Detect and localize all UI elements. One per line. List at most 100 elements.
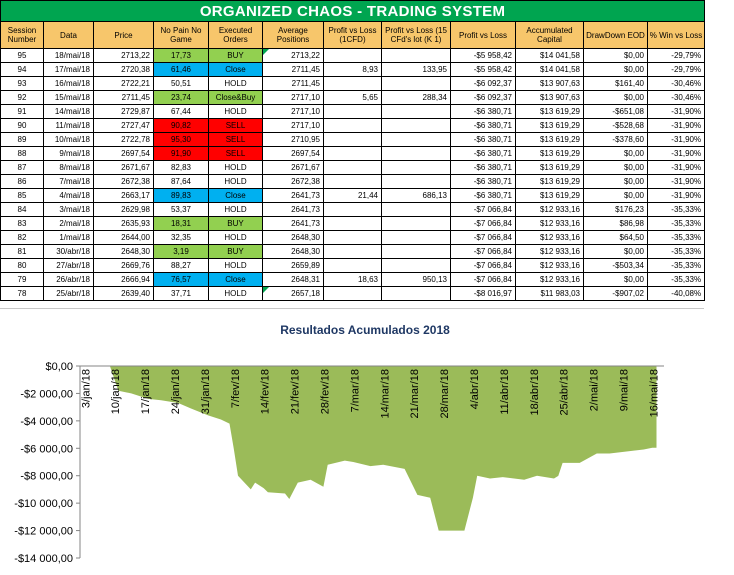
date-cell[interactable]: 14/mai/18 <box>43 104 94 119</box>
npng-cell[interactable]: 88,27 <box>153 258 209 273</box>
pvl1-cell[interactable] <box>323 286 382 301</box>
drawdown-cell[interactable]: $86,98 <box>583 216 648 231</box>
avg-position-cell[interactable]: 2711,45 <box>262 62 324 77</box>
price-cell[interactable]: 2669,76 <box>93 258 154 273</box>
npng-cell[interactable]: 32,35 <box>153 230 209 245</box>
avg-position-cell[interactable]: 2641,73 <box>262 202 324 217</box>
pvl1-cell[interactable] <box>323 244 382 259</box>
pvl-cell[interactable]: -$6 380,71 <box>450 160 516 175</box>
capital-cell[interactable]: $12 933,16 <box>515 272 584 287</box>
price-cell[interactable]: 2644,00 <box>93 230 154 245</box>
drawdown-cell[interactable]: $0,00 <box>583 272 648 287</box>
pct-cell[interactable]: -35,33% <box>646 258 706 273</box>
date-cell[interactable]: 27/abr/18 <box>43 258 94 273</box>
drawdown-cell[interactable]: -$651,08 <box>583 104 648 119</box>
pvl1-cell[interactable] <box>323 174 382 189</box>
price-cell[interactable]: 2648,30 <box>93 244 154 259</box>
pvl15-cell[interactable] <box>381 244 451 259</box>
session-cell[interactable]: 85 <box>0 188 44 203</box>
pvl1-cell[interactable]: 18,63 <box>323 272 382 287</box>
capital-cell[interactable]: $13 907,63 <box>515 90 584 105</box>
session-cell[interactable]: 79 <box>0 272 44 287</box>
session-cell[interactable]: 92 <box>0 90 44 105</box>
date-cell[interactable]: 1/mai/18 <box>43 230 94 245</box>
capital-cell[interactable]: $13 619,29 <box>515 146 584 161</box>
price-cell[interactable]: 2711,45 <box>93 90 154 105</box>
order-cell[interactable]: Close <box>208 62 263 77</box>
session-cell[interactable]: 86 <box>0 174 44 189</box>
pvl15-cell[interactable] <box>381 104 451 119</box>
pvl-cell[interactable]: -$7 066,84 <box>450 258 516 273</box>
order-cell[interactable]: BUY <box>208 244 263 259</box>
price-cell[interactable]: 2639,40 <box>93 286 154 301</box>
npng-cell[interactable]: 82,83 <box>153 160 209 175</box>
session-cell[interactable]: 78 <box>0 286 44 301</box>
drawdown-cell[interactable]: -$528,68 <box>583 118 648 133</box>
pvl1-cell[interactable] <box>323 132 382 147</box>
date-cell[interactable]: 17/mai/18 <box>43 62 94 77</box>
pct-cell[interactable]: -35,33% <box>646 202 706 217</box>
drawdown-cell[interactable]: $0,00 <box>583 188 648 203</box>
pvl-cell[interactable]: -$6 380,71 <box>450 118 516 133</box>
pct-cell[interactable]: -35,33% <box>646 216 706 231</box>
avg-position-cell[interactable]: 2671,67 <box>262 160 324 175</box>
price-cell[interactable]: 2722,21 <box>93 76 154 91</box>
pvl-cell[interactable]: -$6 380,71 <box>450 188 516 203</box>
session-cell[interactable]: 80 <box>0 258 44 273</box>
order-cell[interactable]: HOLD <box>208 160 263 175</box>
date-cell[interactable]: 15/mai/18 <box>43 90 94 105</box>
price-cell[interactable]: 2672,38 <box>93 174 154 189</box>
order-cell[interactable]: HOLD <box>208 104 263 119</box>
pvl1-cell[interactable] <box>323 48 382 63</box>
session-cell[interactable]: 81 <box>0 244 44 259</box>
pvl1-cell[interactable] <box>323 146 382 161</box>
price-cell[interactable]: 2713,22 <box>93 48 154 63</box>
price-cell[interactable]: 2722,78 <box>93 132 154 147</box>
avg-position-cell[interactable]: 2641,73 <box>262 216 324 231</box>
drawdown-cell[interactable]: $0,00 <box>583 62 648 77</box>
pvl1-cell[interactable] <box>323 76 382 91</box>
order-cell[interactable]: BUY <box>208 216 263 231</box>
npng-cell[interactable]: 89,83 <box>153 188 209 203</box>
npng-cell[interactable]: 3,19 <box>153 244 209 259</box>
pct-cell[interactable]: -35,33% <box>646 230 706 245</box>
pvl1-cell[interactable] <box>323 104 382 119</box>
order-cell[interactable]: HOLD <box>208 230 263 245</box>
pvl1-cell[interactable] <box>323 118 382 133</box>
npng-cell[interactable]: 87,64 <box>153 174 209 189</box>
drawdown-cell[interactable]: $0,00 <box>583 160 648 175</box>
npng-cell[interactable]: 17,73 <box>153 48 209 63</box>
pvl-cell[interactable]: -$7 066,84 <box>450 230 516 245</box>
pvl1-cell[interactable]: 5,65 <box>323 90 382 105</box>
pvl15-cell[interactable] <box>381 118 451 133</box>
drawdown-cell[interactable]: $0,00 <box>583 174 648 189</box>
price-cell[interactable]: 2671,67 <box>93 160 154 175</box>
price-cell[interactable]: 2666,94 <box>93 272 154 287</box>
pct-cell[interactable]: -29,79% <box>646 62 706 77</box>
session-cell[interactable]: 87 <box>0 160 44 175</box>
order-cell[interactable]: HOLD <box>208 286 263 301</box>
price-cell[interactable]: 2727,47 <box>93 118 154 133</box>
pvl-cell[interactable]: -$6 092,37 <box>450 90 516 105</box>
avg-position-cell[interactable]: 2648,30 <box>262 244 324 259</box>
date-cell[interactable]: 9/mai/18 <box>43 146 94 161</box>
pvl15-cell[interactable] <box>381 76 451 91</box>
pct-cell[interactable]: -31,90% <box>646 132 706 147</box>
pct-cell[interactable]: -31,90% <box>646 118 706 133</box>
date-cell[interactable]: 30/abr/18 <box>43 244 94 259</box>
pvl1-cell[interactable]: 8,93 <box>323 62 382 77</box>
order-cell[interactable]: Close <box>208 188 263 203</box>
pct-cell[interactable]: -31,90% <box>646 188 706 203</box>
date-cell[interactable]: 26/abr/18 <box>43 272 94 287</box>
order-cell[interactable]: HOLD <box>208 76 263 91</box>
order-cell[interactable]: HOLD <box>208 202 263 217</box>
pvl15-cell[interactable] <box>381 146 451 161</box>
npng-cell[interactable]: 53,37 <box>153 202 209 217</box>
date-cell[interactable]: 8/mai/18 <box>43 160 94 175</box>
pct-cell[interactable]: -30,46% <box>646 90 706 105</box>
session-cell[interactable]: 93 <box>0 76 44 91</box>
drawdown-cell[interactable]: $176,23 <box>583 202 648 217</box>
capital-cell[interactable]: $13 619,29 <box>515 160 584 175</box>
drawdown-cell[interactable]: $64,50 <box>583 230 648 245</box>
avg-position-cell[interactable]: 2648,30 <box>262 230 324 245</box>
